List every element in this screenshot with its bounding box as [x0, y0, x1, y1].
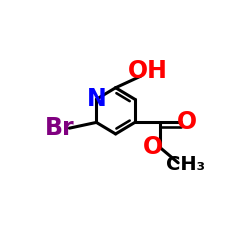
Text: CH₃: CH₃	[166, 155, 205, 174]
Text: N: N	[86, 87, 106, 111]
Text: O: O	[143, 136, 163, 160]
Text: O: O	[177, 110, 197, 134]
Text: OH: OH	[128, 60, 167, 84]
Text: Br: Br	[45, 116, 75, 140]
